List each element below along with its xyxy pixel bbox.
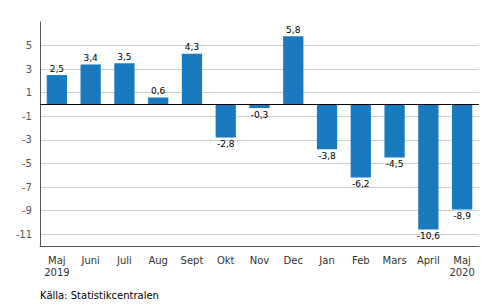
svg-text:-1: -1 [22,111,32,122]
svg-text:-9: -9 [22,205,32,216]
svg-text:-7: -7 [22,182,32,193]
svg-text:-3: -3 [22,134,32,145]
svg-text:3,5: 3,5 [117,52,131,62]
svg-text:Dec: Dec [284,255,303,266]
svg-text:Maj: Maj [453,255,471,266]
svg-text:5,8: 5,8 [286,25,301,35]
svg-text:Juli: Juli [116,255,132,266]
svg-text:2020: 2020 [449,267,474,278]
svg-text:3,4: 3,4 [83,53,98,63]
svg-text:-8,9: -8,9 [453,211,471,221]
svg-text:Aug: Aug [148,255,168,266]
svg-text:Källa: Statistikcentralen: Källa: Statistikcentralen [40,290,159,301]
svg-text:2,5: 2,5 [50,64,64,74]
svg-text:Okt: Okt [217,255,235,266]
svg-text:-5: -5 [22,158,32,169]
svg-text:Sept: Sept [181,255,204,266]
svg-text:-10,6: -10,6 [417,231,441,241]
svg-text:Juni: Juni [80,255,99,266]
svg-text:-11: -11 [16,229,32,240]
svg-text:April: April [417,255,440,266]
svg-text:-6,2: -6,2 [352,179,370,189]
svg-text:5: 5 [26,40,32,51]
svg-text:3: 3 [26,64,32,75]
svg-text:Maj: Maj [48,255,66,266]
svg-text:2019: 2019 [44,267,69,278]
svg-text:1: 1 [26,87,32,98]
svg-text:4,3: 4,3 [185,42,199,52]
svg-text:-3,8: -3,8 [318,151,336,161]
svg-text:Feb: Feb [352,255,370,266]
svg-text:Mars: Mars [383,255,407,266]
svg-text:Nov: Nov [250,255,270,266]
svg-text:-4,5: -4,5 [386,159,404,169]
svg-text:Jan: Jan [318,255,334,266]
svg-text:-0,3: -0,3 [251,110,269,120]
svg-text:0,6: 0,6 [151,86,166,96]
svg-text:-2,8: -2,8 [217,139,235,149]
